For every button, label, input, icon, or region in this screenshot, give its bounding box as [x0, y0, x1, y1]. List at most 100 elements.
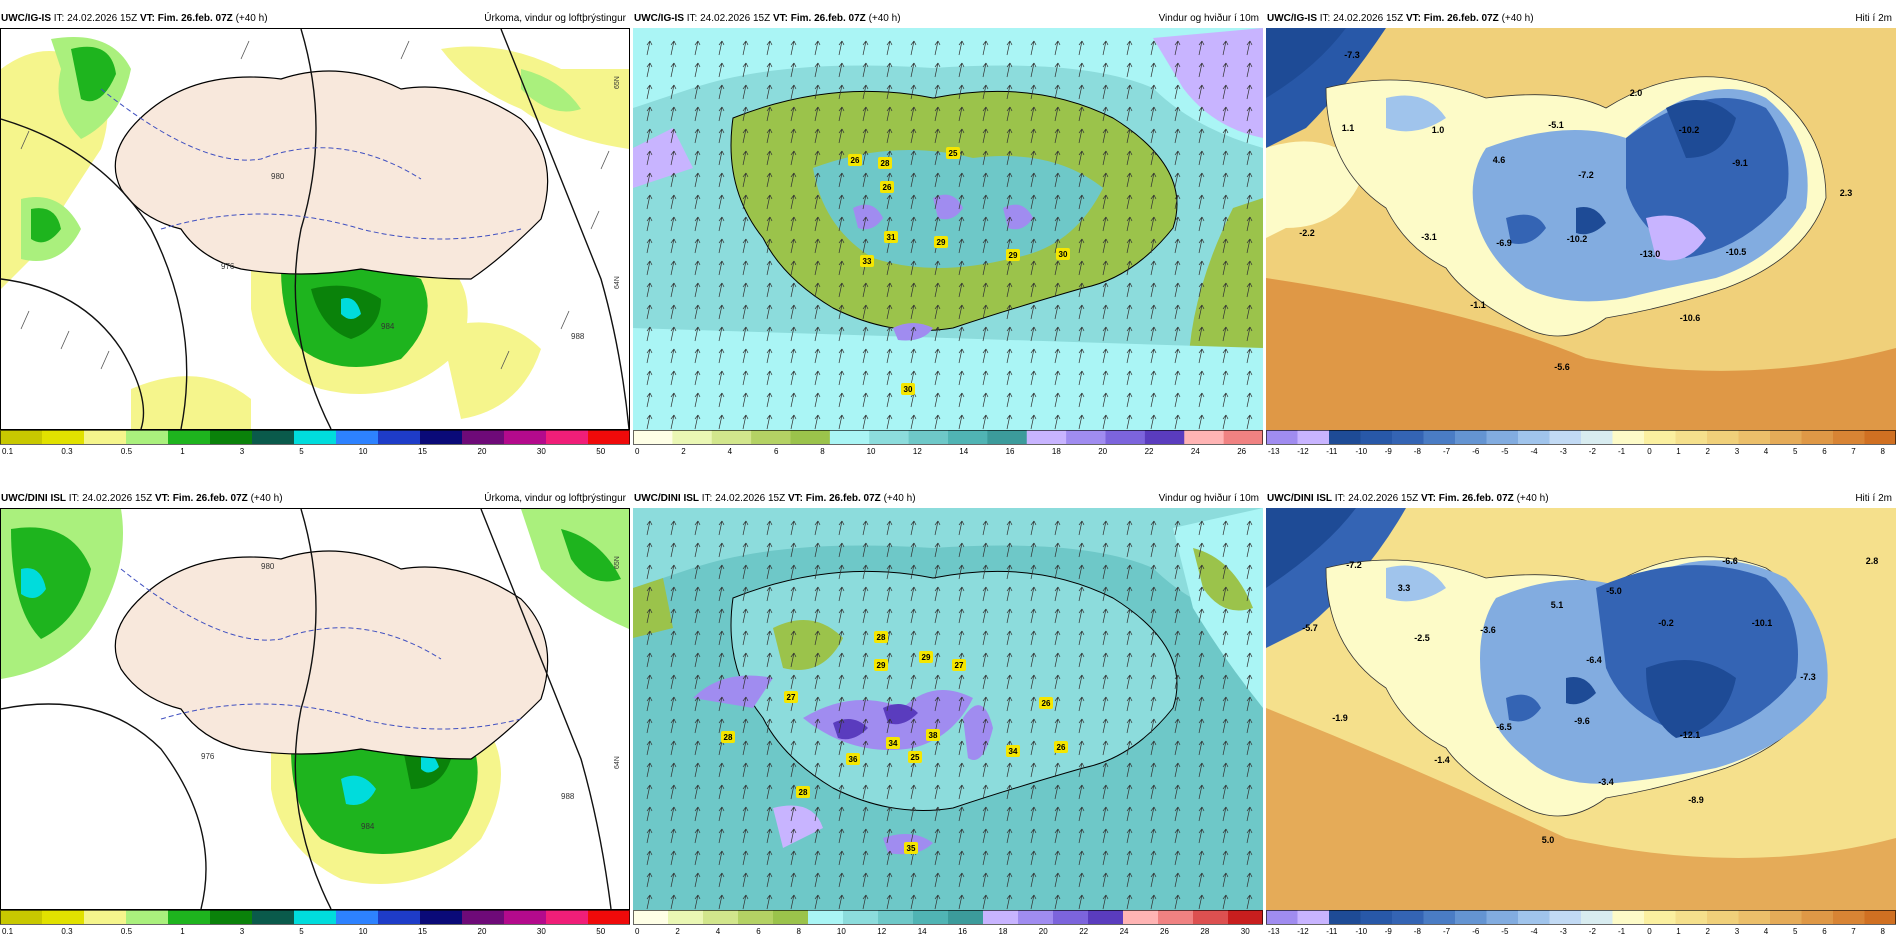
wind-arrow — [1126, 806, 1133, 822]
wind-arrow — [982, 194, 989, 210]
wind-arrow — [1198, 326, 1205, 342]
wind-arrow — [1006, 172, 1013, 188]
wind-arrow — [1174, 630, 1181, 646]
wind-arrow — [1174, 106, 1181, 122]
wind-arrow — [1150, 806, 1157, 822]
wind-arrow — [1198, 150, 1205, 166]
wind-arrow — [766, 414, 773, 430]
wind-arrow — [838, 260, 845, 276]
wind-arrow — [910, 586, 917, 602]
wind-arrow — [718, 520, 725, 536]
wind-arrow — [1054, 172, 1061, 188]
wind-map[interactable]: 28 29 29 27 27 28 34 36 38 25 34 26 26 28 35 — [633, 508, 1263, 910]
colorbar-label: 16 — [958, 927, 967, 936]
wind-arrow — [1054, 784, 1061, 800]
wind-arrow — [1078, 718, 1085, 734]
wind-arrow — [1222, 62, 1229, 78]
wind-arrow — [1030, 348, 1037, 364]
wind-arrow — [670, 564, 677, 580]
wind-arrow — [1126, 894, 1133, 910]
precip-map[interactable]: 980 976 984 988 65N 64N — [0, 508, 630, 910]
wind-arrow — [1150, 630, 1157, 646]
wind-arrow — [1222, 216, 1229, 232]
wind-arrow — [1150, 828, 1157, 844]
wind-arrow — [1054, 62, 1061, 78]
colorbar-label: 7 — [1851, 927, 1856, 936]
wind-arrow — [718, 84, 725, 100]
wind-arrow — [982, 128, 989, 144]
wind-arrow — [1198, 850, 1205, 866]
wind-arrow — [838, 40, 845, 56]
init-time: 24.02.2026 15Z — [1348, 493, 1419, 504]
precip-map[interactable]: 980 976 984 988 65N 64N — [0, 28, 630, 430]
wind-arrow — [886, 392, 893, 408]
wind-arrow — [814, 784, 821, 800]
wind-arrow — [790, 62, 797, 78]
panel-header: UWC/IG-IS IT: 24.02.2026 15Z VT: Fim. 26… — [633, 10, 1263, 28]
wind-map[interactable]: 26 28 26 25 31 33 29 29 30 30 — [633, 28, 1263, 430]
wind-arrow — [1006, 414, 1013, 430]
wind-arrow — [934, 674, 941, 690]
temperature-label: -6.9 — [1496, 238, 1512, 248]
wind-arrow — [814, 414, 821, 430]
wind-arrow — [910, 718, 917, 734]
wind-arrow — [694, 392, 701, 408]
wind-arrow — [910, 348, 917, 364]
temp-map[interactable]: -7.2 3.3 -5.7 -2.5 -3.6 5.1 -5.0 -6.6 -0.2 -10.1 2… — [1266, 508, 1896, 910]
wind-arrow — [1150, 894, 1157, 910]
wind-arrow — [718, 106, 725, 122]
wind-speed-label: 25 — [911, 753, 920, 762]
wind-arrow — [790, 414, 797, 430]
wind-arrow — [742, 326, 749, 342]
wind-arrow — [694, 414, 701, 430]
wind-arrow — [982, 586, 989, 602]
temperature-label: -6.4 — [1586, 655, 1602, 665]
wind-arrow — [742, 564, 749, 580]
wind-arrow — [1222, 172, 1229, 188]
wind-arrow — [646, 564, 653, 580]
colorbar-label: -4 — [1531, 447, 1539, 456]
wind-arrow — [1054, 520, 1061, 536]
wind-arrow — [790, 674, 797, 690]
colorbar-label: 2 — [681, 447, 686, 456]
wind-arrow — [814, 872, 821, 888]
wind-arrow — [958, 172, 965, 188]
wind-arrow — [886, 674, 893, 690]
colorbar-swatch — [0, 910, 43, 924]
wind-arrow — [934, 828, 941, 844]
wind-arrow — [1054, 718, 1061, 734]
colorbar-swatch — [1329, 430, 1361, 444]
wind-speed-label: 28 — [799, 788, 808, 797]
wind-arrow — [1174, 40, 1181, 56]
wind-arrow — [958, 762, 965, 778]
wind-arrow — [766, 326, 773, 342]
wind-arrow — [1054, 216, 1061, 232]
wind-arrow — [1054, 586, 1061, 602]
wind-arrow — [1102, 542, 1109, 558]
wind-arrow — [1150, 84, 1157, 100]
wind-arrow — [742, 40, 749, 56]
wind-arrow — [910, 150, 917, 166]
wind-arrow — [982, 608, 989, 624]
wind-arrow — [814, 630, 821, 646]
wind-arrow — [910, 260, 917, 276]
wind-arrow — [742, 520, 749, 536]
wind-arrow — [886, 304, 893, 320]
wind-speed-marker — [880, 181, 894, 193]
init-time: 24.02.2026 15Z — [67, 13, 138, 24]
wind-arrow — [670, 608, 677, 624]
wind-arrow — [1150, 194, 1157, 210]
wind-arrow — [814, 392, 821, 408]
colorbar-swatch — [1158, 910, 1194, 924]
wind-arrow — [1126, 194, 1133, 210]
wind-arrow — [910, 62, 917, 78]
wind-arrow — [1174, 652, 1181, 668]
colorbar-label: 0.5 — [121, 927, 133, 936]
lead-time: (+40 h) — [235, 13, 268, 24]
wind-arrow — [1078, 128, 1085, 144]
wind-arrow — [646, 194, 653, 210]
wind-arrow — [934, 542, 941, 558]
temp-map[interactable]: -7.3 1.1 1.0 4.6 -5.1 -7.2 2.0 -10.2 -9.1 2.3 -2.2… — [1266, 28, 1896, 430]
wind-arrow — [838, 718, 845, 734]
wind-arrow — [670, 304, 677, 320]
